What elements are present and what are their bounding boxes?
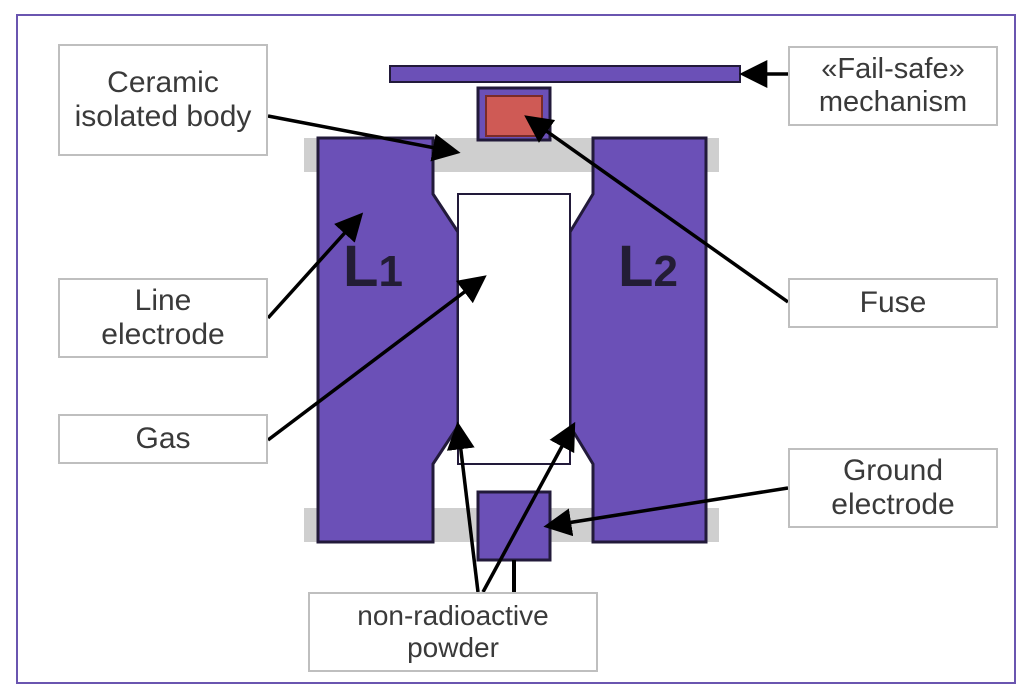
- gas-cavity: [458, 194, 570, 464]
- label-failsafe-mechanism: «Fail-safe» mechanism: [788, 46, 998, 126]
- label-text: Ceramic isolated body: [70, 66, 256, 135]
- label-text: Gas: [135, 422, 190, 457]
- label-text: Line electrode: [70, 284, 256, 353]
- label-text: Ground electrode: [800, 454, 986, 523]
- label-text: non-radioactive powder: [320, 600, 586, 664]
- label-non-radioactive-powder: non-radioactive powder: [308, 592, 598, 672]
- diagram-frame: L1L2 Ceramic isolated body Line electrod…: [16, 14, 1016, 684]
- label-fuse: Fuse: [788, 278, 998, 328]
- label-line-electrode: Line electrode: [58, 278, 268, 358]
- failsafe-bar: [390, 66, 740, 82]
- label-text: Fuse: [860, 286, 927, 321]
- fuse: [486, 96, 542, 136]
- label-ceramic-isolated-body: Ceramic isolated body: [58, 44, 268, 156]
- ground-electrode: [478, 492, 550, 560]
- label-ground-electrode: Ground electrode: [788, 448, 998, 528]
- line-electrode-left: [318, 138, 458, 542]
- label-gas: Gas: [58, 414, 268, 464]
- line-electrode-right: [570, 138, 706, 542]
- label-text: «Fail-safe» mechanism: [800, 53, 986, 120]
